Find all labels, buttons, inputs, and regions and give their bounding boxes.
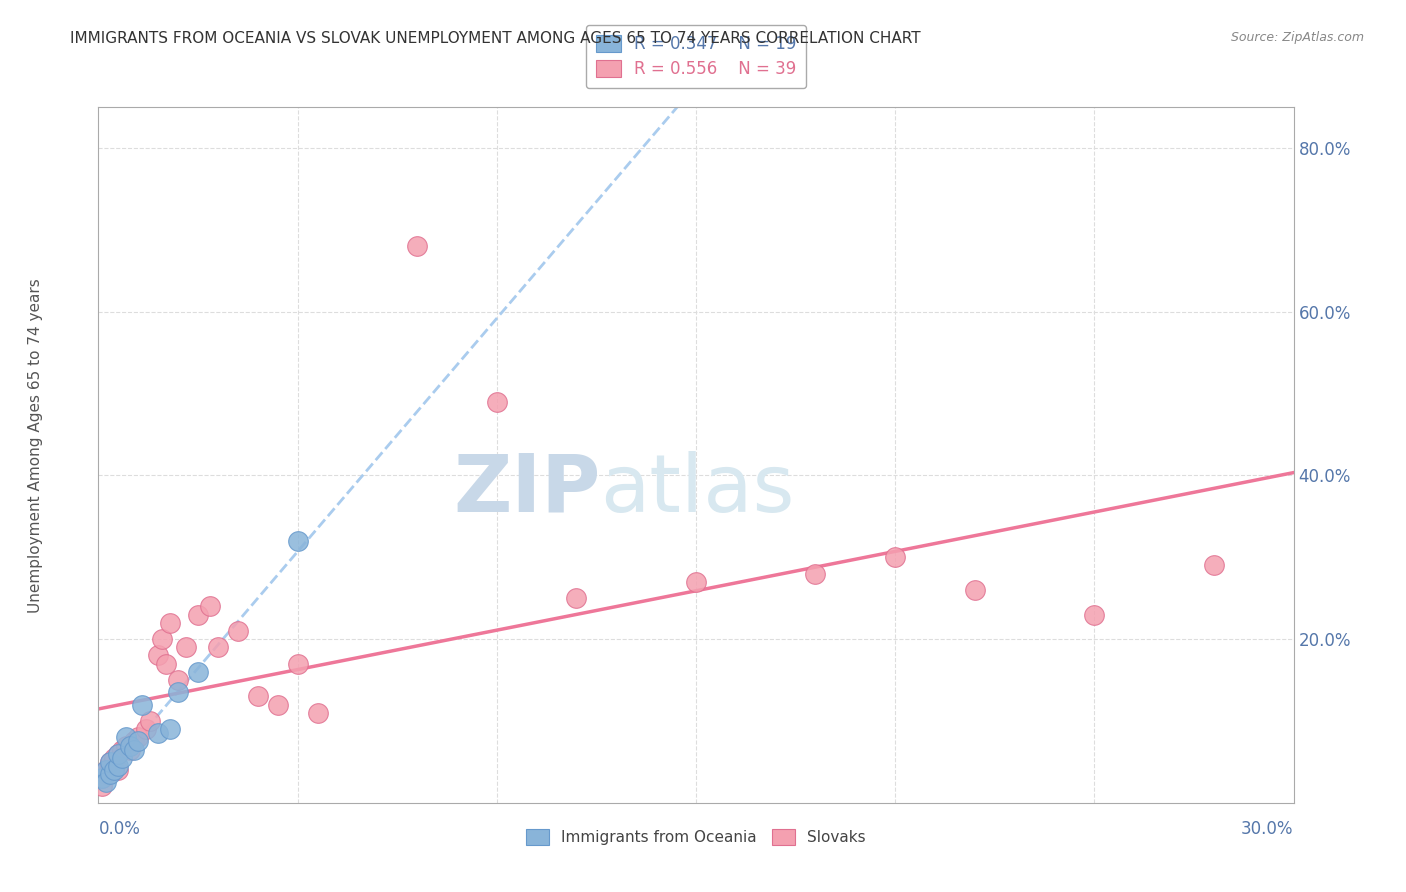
Point xyxy=(103,763,125,777)
Point xyxy=(187,665,209,679)
Point xyxy=(127,731,149,745)
Point xyxy=(91,771,114,785)
Point xyxy=(963,582,986,597)
Point xyxy=(685,574,707,589)
Point xyxy=(246,690,269,704)
Point xyxy=(148,726,170,740)
Point xyxy=(131,698,153,712)
Point xyxy=(174,640,197,655)
Text: Unemployment Among Ages 65 to 74 years: Unemployment Among Ages 65 to 74 years xyxy=(28,278,42,614)
Point xyxy=(107,763,129,777)
Point xyxy=(884,550,907,565)
Point xyxy=(287,533,309,548)
Point xyxy=(1202,558,1225,573)
Point xyxy=(124,734,146,748)
Point xyxy=(96,767,118,781)
Text: 0.0%: 0.0% xyxy=(98,820,141,838)
Point xyxy=(167,685,190,699)
Point xyxy=(485,394,508,409)
Text: atlas: atlas xyxy=(600,450,794,529)
Point xyxy=(127,734,149,748)
Point xyxy=(111,751,134,765)
Point xyxy=(107,747,129,761)
Point xyxy=(139,714,162,728)
Text: IMMIGRANTS FROM OCEANIA VS SLOVAK UNEMPLOYMENT AMONG AGES 65 TO 74 YEARS CORRELA: IMMIGRANTS FROM OCEANIA VS SLOVAK UNEMPL… xyxy=(70,31,921,46)
Point xyxy=(307,706,329,720)
Text: 30.0%: 30.0% xyxy=(1241,820,1294,838)
Point xyxy=(565,591,588,606)
Point xyxy=(115,731,138,745)
Point xyxy=(107,747,129,761)
Point xyxy=(124,742,146,756)
Text: Source: ZipAtlas.com: Source: ZipAtlas.com xyxy=(1230,31,1364,45)
Legend: Immigrants from Oceania, Slovaks: Immigrants from Oceania, Slovaks xyxy=(517,820,875,855)
Point xyxy=(100,767,122,781)
Point xyxy=(155,657,177,671)
Point xyxy=(100,755,122,769)
Point xyxy=(267,698,290,712)
Point xyxy=(167,673,190,687)
Point xyxy=(107,759,129,773)
Text: ZIP: ZIP xyxy=(453,450,600,529)
Point xyxy=(96,775,118,789)
Point xyxy=(406,239,429,253)
Point xyxy=(100,755,122,769)
Point xyxy=(1083,607,1105,622)
Point xyxy=(120,739,142,753)
Point xyxy=(207,640,229,655)
Point xyxy=(115,739,138,753)
Point xyxy=(91,780,114,794)
Point xyxy=(159,615,181,630)
Point xyxy=(150,632,173,646)
Point xyxy=(148,648,170,663)
Point xyxy=(111,742,134,756)
Point xyxy=(187,607,209,622)
Point xyxy=(100,759,122,773)
Point xyxy=(120,742,142,756)
Point xyxy=(96,763,118,777)
Point xyxy=(198,599,221,614)
Point xyxy=(103,751,125,765)
Point xyxy=(226,624,249,638)
Point xyxy=(135,722,157,736)
Point xyxy=(96,763,118,777)
Point xyxy=(91,771,114,785)
Point xyxy=(804,566,827,581)
Point xyxy=(159,722,181,736)
Point xyxy=(287,657,309,671)
